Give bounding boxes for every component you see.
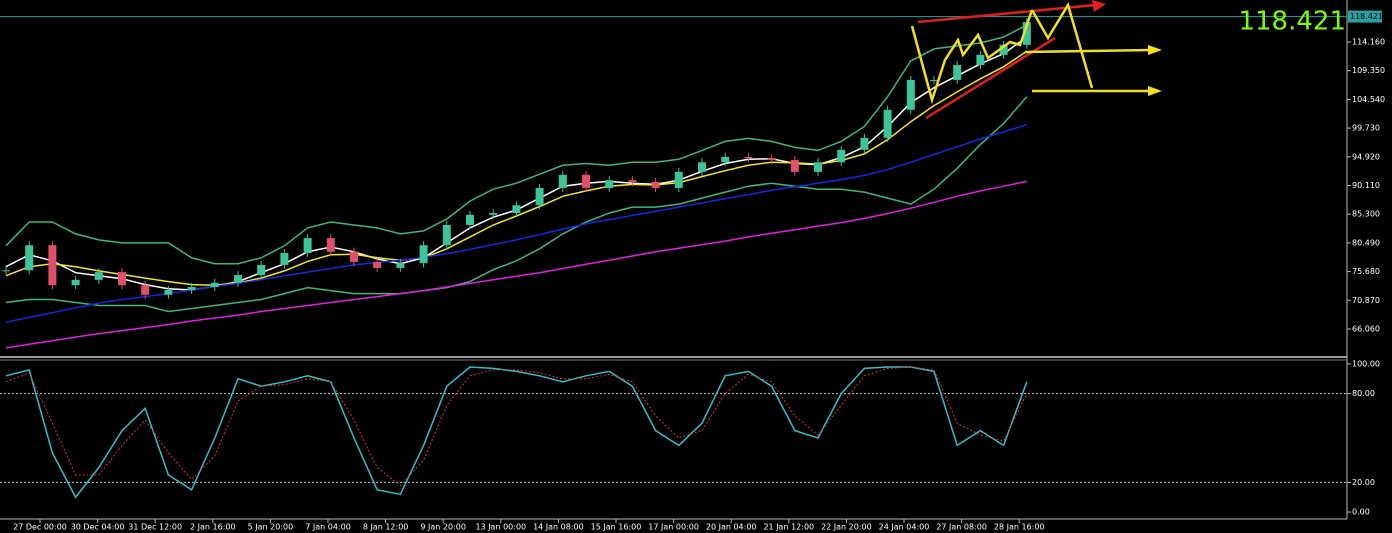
indicator-line (5, 180, 1027, 349)
arrow-head (1148, 86, 1162, 96)
x-tick-label: 21 Jan 12:00 (763, 523, 814, 532)
x-tick-label: 17 Jan 00:00 (648, 523, 699, 532)
candle (535, 187, 544, 206)
y-tick-label: 0.00 (1352, 508, 1370, 517)
x-tick-label: 31 Dec 12:00 (128, 523, 182, 532)
x-tick-label: 28 Jan 16:00 (994, 523, 1045, 532)
price-tag-label: 118.421 (1350, 12, 1383, 21)
x-tick-label: 22 Jan 20:00 (821, 523, 872, 532)
indicator-line (5, 24, 1028, 265)
x-tick-label: 24 Jan 04:00 (879, 523, 930, 532)
candle (257, 264, 266, 276)
y-tick-label: 80.490 (1352, 238, 1380, 247)
x-tick-label: 15 Jan 16:00 (591, 523, 642, 532)
wave (910, 9, 1034, 105)
candle (674, 171, 683, 188)
x-tick-label: 27 Jan 08:00 (936, 523, 987, 532)
candle (790, 159, 799, 172)
candle (210, 282, 219, 288)
x-tick-label: 27 Dec 00:00 (13, 523, 67, 532)
arrow-head (1148, 45, 1162, 55)
indicator-line (5, 96, 1028, 313)
candle (930, 79, 938, 81)
candle (767, 158, 776, 160)
candle (558, 174, 567, 188)
candle (837, 149, 846, 163)
candle (512, 205, 521, 214)
candle (651, 181, 660, 188)
candle (582, 174, 590, 188)
annotations (910, 0, 1162, 120)
candle (2, 270, 10, 272)
candle (744, 156, 753, 159)
candle (605, 180, 614, 188)
candle (396, 263, 405, 268)
y-tick-label: 90.110 (1352, 181, 1380, 190)
x-tick-label: 30 Dec 04:00 (71, 523, 125, 532)
y-tick-label: 85.300 (1352, 210, 1380, 219)
candle (94, 272, 103, 280)
target-line (1024, 48, 1151, 54)
candle (976, 54, 985, 66)
candle (350, 251, 358, 262)
plot: 114.160 109.350 104.540 99.730 94.920 90.110 8… (0, 7, 1385, 532)
candle (466, 214, 474, 225)
x-tick-label: 9 Jan 20:00 (420, 523, 466, 532)
candle (698, 162, 706, 172)
y-tick-label: 109.350 (1352, 66, 1385, 75)
candle (906, 79, 915, 110)
x-tick-label: 2 Jan 16:00 (190, 523, 236, 532)
candle (141, 285, 150, 295)
candle (187, 287, 196, 290)
candle (118, 272, 126, 286)
candle (442, 224, 451, 246)
candle (953, 65, 962, 80)
y-tick-label: 66.060 (1352, 325, 1380, 334)
x-tick-label: 8 Jan 12:00 (363, 523, 409, 532)
y-tick-label: 100.00 (1352, 359, 1380, 368)
candle (721, 156, 730, 163)
y-tick-label: 20.00 (1352, 478, 1375, 487)
candle (326, 238, 335, 252)
y-tick-label: 104.540 (1352, 95, 1385, 104)
y-tick-label: 75.680 (1352, 267, 1380, 276)
y-tick-label: 94.920 (1352, 152, 1380, 161)
candle (628, 180, 637, 182)
x-tick-label: 7 Jan 04:00 (305, 523, 351, 532)
indicator-line (5, 123, 1028, 323)
x-tick-label: 13 Jan 00:00 (475, 523, 526, 532)
candle (883, 109, 892, 138)
y-tick-label: 114.160 (1352, 38, 1385, 47)
candle (373, 261, 382, 268)
candle (1022, 22, 1031, 45)
x-tick-label: 5 Jan 20:00 (248, 523, 294, 532)
candle (234, 275, 242, 283)
arrow-head (1092, 0, 1106, 12)
candle (25, 245, 34, 271)
candle (164, 289, 173, 295)
y-tick-label: 70.870 (1352, 296, 1380, 305)
candle (419, 245, 428, 264)
wave (1030, 1, 1094, 89)
y-tick-label: 80.00 (1352, 389, 1375, 398)
candle (71, 279, 80, 286)
candle (48, 245, 57, 286)
candle (280, 252, 289, 265)
price-tag (1348, 10, 1382, 23)
candle (489, 213, 498, 215)
current-price: 118.421 (1238, 7, 1346, 37)
candle (999, 44, 1008, 55)
indicator-line (5, 366, 1028, 499)
candle (303, 238, 312, 253)
y-tick-label: 99.730 (1352, 124, 1380, 133)
candle (814, 162, 822, 172)
x-tick-label: 14 Jan 08:00 (533, 523, 584, 532)
candle (860, 137, 869, 150)
x-tick-label: 20 Jan 04:00 (706, 523, 757, 532)
